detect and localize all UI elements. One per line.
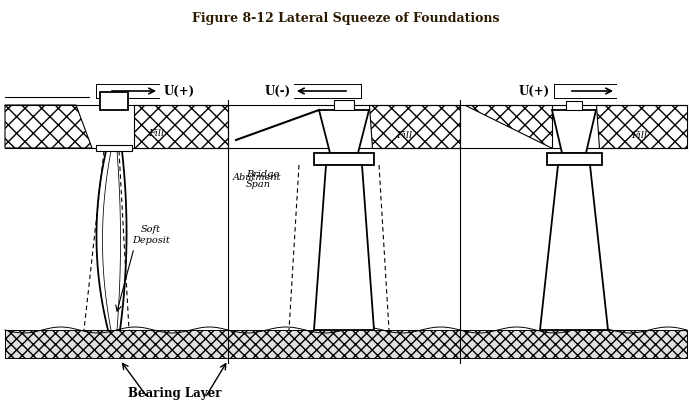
Bar <box>547 153 601 165</box>
Polygon shape <box>314 165 374 330</box>
Text: Fill: Fill <box>396 131 412 140</box>
Bar <box>5 330 228 358</box>
Text: Soft
Deposit: Soft Deposit <box>132 225 170 245</box>
Bar <box>314 153 374 165</box>
Bar <box>100 92 128 110</box>
Polygon shape <box>319 110 369 153</box>
Polygon shape <box>134 105 228 148</box>
Text: U(+): U(+) <box>164 84 195 98</box>
Text: Abutment: Abutment <box>233 173 282 182</box>
Polygon shape <box>465 105 552 148</box>
Polygon shape <box>540 165 608 330</box>
Text: U(-): U(-) <box>265 84 291 98</box>
Text: Bridge
Span: Bridge Span <box>246 170 279 190</box>
Bar <box>566 101 582 110</box>
Bar <box>96 145 132 151</box>
Text: Fill: Fill <box>148 129 164 138</box>
Text: U(+): U(+) <box>519 84 550 98</box>
Text: Figure 8-12 Lateral Squeeze of Foundations: Figure 8-12 Lateral Squeeze of Foundatio… <box>192 12 500 25</box>
Bar <box>228 330 460 358</box>
Bar <box>334 100 354 110</box>
Bar <box>460 330 687 358</box>
Polygon shape <box>369 105 460 148</box>
Polygon shape <box>596 105 687 148</box>
Text: Bearing Layer: Bearing Layer <box>128 387 221 400</box>
Polygon shape <box>5 105 92 148</box>
Polygon shape <box>552 110 596 153</box>
Text: Fill: Fill <box>631 131 647 140</box>
